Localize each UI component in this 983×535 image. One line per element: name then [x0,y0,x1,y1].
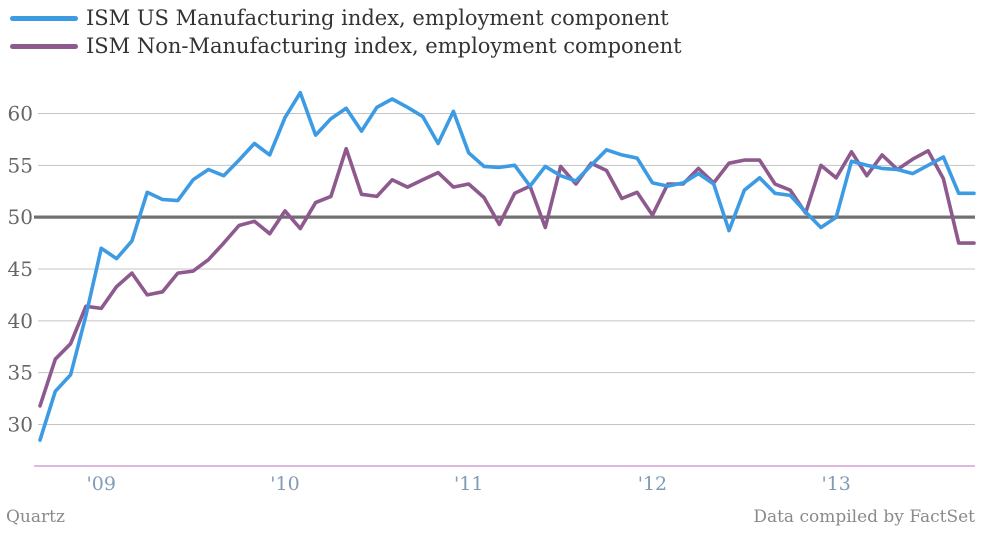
y-tick-label: 60 [8,101,33,125]
series-line-manufacturing [38,90,976,442]
legend-swatch-non-manufacturing [10,43,78,49]
y-tick-label: 30 [8,413,33,437]
x-axis-tick-labels: '09 '10 '11 '12 '13 [87,473,851,495]
legend-label-non-manufacturing: ISM Non-Manufacturing index, employment … [86,34,682,58]
series-layer [38,90,976,442]
x-tick-label: '11 [454,473,483,495]
y-tick-label: 45 [8,257,33,281]
x-tick-label: '13 [821,473,850,495]
x-tick-label: '10 [270,473,299,495]
legend: ISM US Manufacturing index, employment c… [10,4,682,60]
y-tick-label: 40 [8,309,33,333]
legend-item-manufacturing: ISM US Manufacturing index, employment c… [10,4,682,32]
legend-label-manufacturing: ISM US Manufacturing index, employment c… [86,6,669,30]
x-tick-label: '09 [87,473,116,495]
series-line-non-manufacturing [38,146,976,408]
y-axis-tick-labels: 30 35 40 45 50 55 60 [8,101,33,436]
legend-swatch-manufacturing [10,15,78,21]
footer-credit: Data compiled by FactSet [753,507,975,527]
x-tick-label: '12 [638,473,667,495]
y-tick-label: 50 [8,205,33,229]
footer-source: Quartz [6,507,65,527]
y-tick-label: 35 [8,361,33,385]
legend-item-non-manufacturing: ISM Non-Manufacturing index, employment … [10,32,682,60]
y-tick-label: 55 [8,153,33,177]
